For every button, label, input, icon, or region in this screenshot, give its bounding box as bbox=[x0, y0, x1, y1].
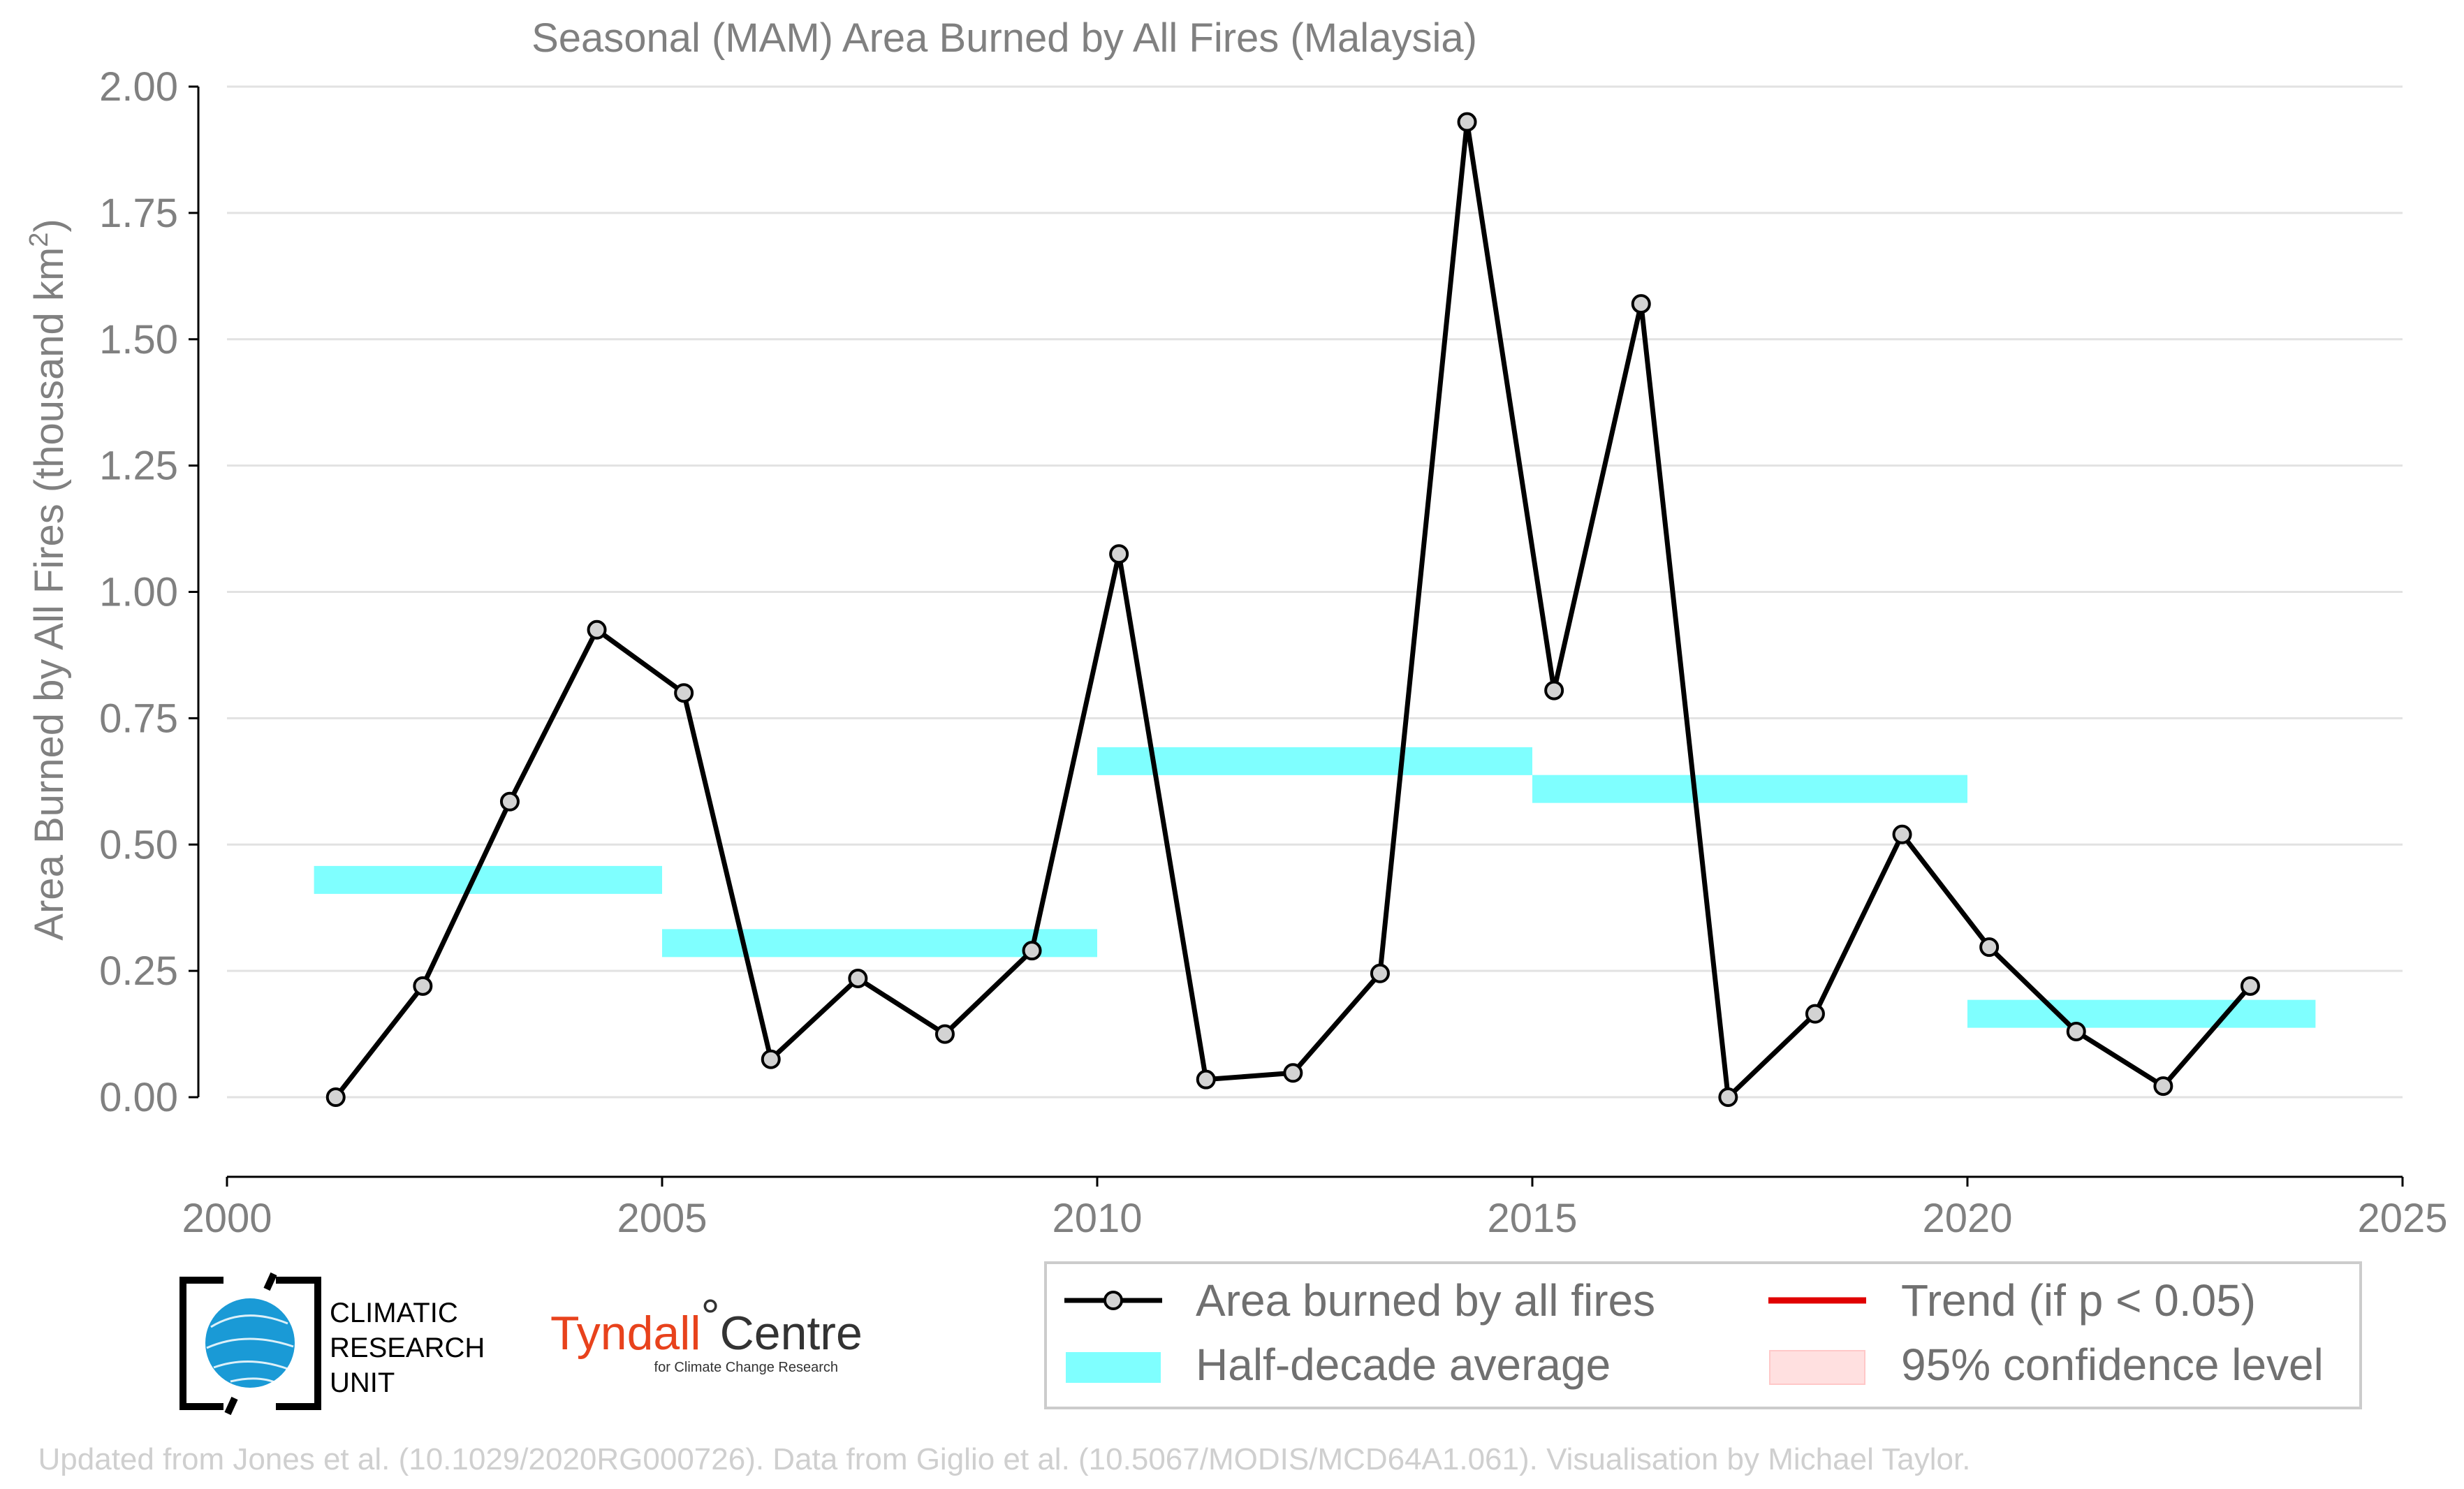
legend-swatch-marker bbox=[1103, 1291, 1123, 1310]
tyndall-logo-degree: ° bbox=[701, 1290, 719, 1343]
x-tick-label: 2025 bbox=[2357, 1196, 2447, 1241]
x-tick-label: 2000 bbox=[182, 1196, 272, 1241]
cru-logo: CLIMATIC RESEARCH UNIT bbox=[179, 1272, 485, 1416]
cru-logo-text-line-1: CLIMATIC bbox=[330, 1298, 458, 1328]
data-point bbox=[761, 1049, 781, 1069]
legend-label-trend: Trend (if p < 0.05) bbox=[1901, 1275, 2256, 1326]
cru-logo-text-line-3: UNIT bbox=[330, 1367, 395, 1398]
chart-title: Seasonal (MAM) Area Burned by All Fires … bbox=[531, 15, 1477, 61]
data-point bbox=[1544, 680, 1564, 701]
data-point bbox=[1109, 544, 1129, 564]
y-tick-label: 2.00 bbox=[99, 64, 178, 110]
tyndall-logo-wordmark: Tyndall°Centre bbox=[550, 1290, 863, 1360]
data-point bbox=[2153, 1076, 2173, 1096]
data-point bbox=[1718, 1087, 1738, 1107]
data-point bbox=[1805, 1004, 1825, 1024]
y-tick-label: 1.25 bbox=[99, 443, 178, 489]
data-point bbox=[413, 976, 433, 996]
y-tick-label: 1.75 bbox=[99, 191, 178, 236]
half-decade-average-band bbox=[1967, 999, 2316, 1028]
tyndall-logo-centre: Centre bbox=[720, 1307, 863, 1360]
tick-labels: 0.00 0.25 0.50 0.75 1.00 1.25 1.50 1.75 2.00 2000… bbox=[99, 64, 2447, 1241]
x-tick-label: 2015 bbox=[1487, 1196, 1577, 1241]
data-point bbox=[1631, 294, 1651, 314]
data-point bbox=[1283, 1063, 1303, 1083]
data-point bbox=[848, 968, 868, 988]
legend-swatch-half-decade bbox=[1066, 1352, 1161, 1383]
area-burned-series bbox=[325, 112, 2260, 1107]
data-point bbox=[1370, 963, 1390, 983]
grid-lines bbox=[227, 85, 2403, 1099]
data-point bbox=[2240, 976, 2260, 996]
data-point bbox=[1892, 824, 1912, 844]
x-tick-label: 2020 bbox=[1922, 1196, 2012, 1241]
tyndall-logo-tyndall: Tyndall bbox=[550, 1307, 701, 1360]
y-axis-label-superscript: 2 bbox=[24, 233, 54, 247]
data-point bbox=[325, 1087, 346, 1107]
data-point bbox=[1196, 1069, 1216, 1090]
y-tick-label: 0.25 bbox=[99, 948, 178, 994]
data-point bbox=[1022, 941, 1042, 961]
y-axis-label: Area Burned by All Fires (thousand km2) bbox=[24, 219, 72, 940]
data-point bbox=[674, 683, 694, 703]
credit-line: Updated from Jones et al. (10.1029/2020R… bbox=[38, 1442, 1971, 1476]
half-decade-average-band bbox=[314, 865, 662, 894]
data-point bbox=[1979, 937, 2000, 958]
legend-label-half-decade: Half-decade average bbox=[1196, 1340, 1611, 1390]
cru-logo-text-line-2: RESEARCH bbox=[330, 1333, 485, 1363]
series-line-path bbox=[333, 119, 2252, 1100]
x-tick-label: 2005 bbox=[617, 1196, 707, 1241]
globe-icon-swirl bbox=[206, 1314, 294, 1386]
cru-logo-bracket-right bbox=[276, 1277, 321, 1410]
half-decade-average-band bbox=[1532, 775, 1967, 803]
data-point bbox=[499, 791, 520, 812]
cru-logo-slash-top bbox=[263, 1272, 277, 1291]
y-axis-label-main: Area Burned by All Fires (thousand km bbox=[27, 247, 72, 941]
y-axis-label-end: ) bbox=[27, 219, 72, 232]
cru-logo-bracket-left bbox=[179, 1277, 223, 1410]
legend-label-confidence: 95% confidence level bbox=[1901, 1340, 2324, 1390]
legend-frame bbox=[1044, 1261, 2362, 1409]
tyndall-logo: Tyndall°Centre for Climate Change Resear… bbox=[550, 1290, 863, 1375]
y-tick-label: 0.50 bbox=[99, 822, 178, 867]
data-point bbox=[587, 619, 607, 640]
y-tick-label: 0.75 bbox=[99, 696, 178, 741]
axes bbox=[189, 85, 2404, 1187]
legend: Area burned by all fires Trend (if p < 0… bbox=[1044, 1261, 2362, 1409]
legend-swatch-confidence bbox=[1769, 1350, 1865, 1385]
data-point bbox=[2066, 1021, 2086, 1041]
y-tick-label: 1.50 bbox=[99, 317, 178, 362]
half-decade-average-band bbox=[1097, 747, 1532, 775]
legend-label-area-burned: Area burned by all fires bbox=[1196, 1275, 1655, 1326]
tyndall-logo-subtitle: for Climate Change Research bbox=[654, 1360, 838, 1375]
y-tick-label: 1.00 bbox=[99, 570, 178, 615]
cru-logo-slash-bottom bbox=[224, 1396, 238, 1416]
data-point bbox=[934, 1024, 955, 1044]
x-tick-label: 2010 bbox=[1052, 1196, 1142, 1241]
y-tick-label: 0.00 bbox=[99, 1075, 178, 1120]
half-decade-average-bands bbox=[314, 747, 2316, 1028]
data-point bbox=[1457, 112, 1477, 132]
